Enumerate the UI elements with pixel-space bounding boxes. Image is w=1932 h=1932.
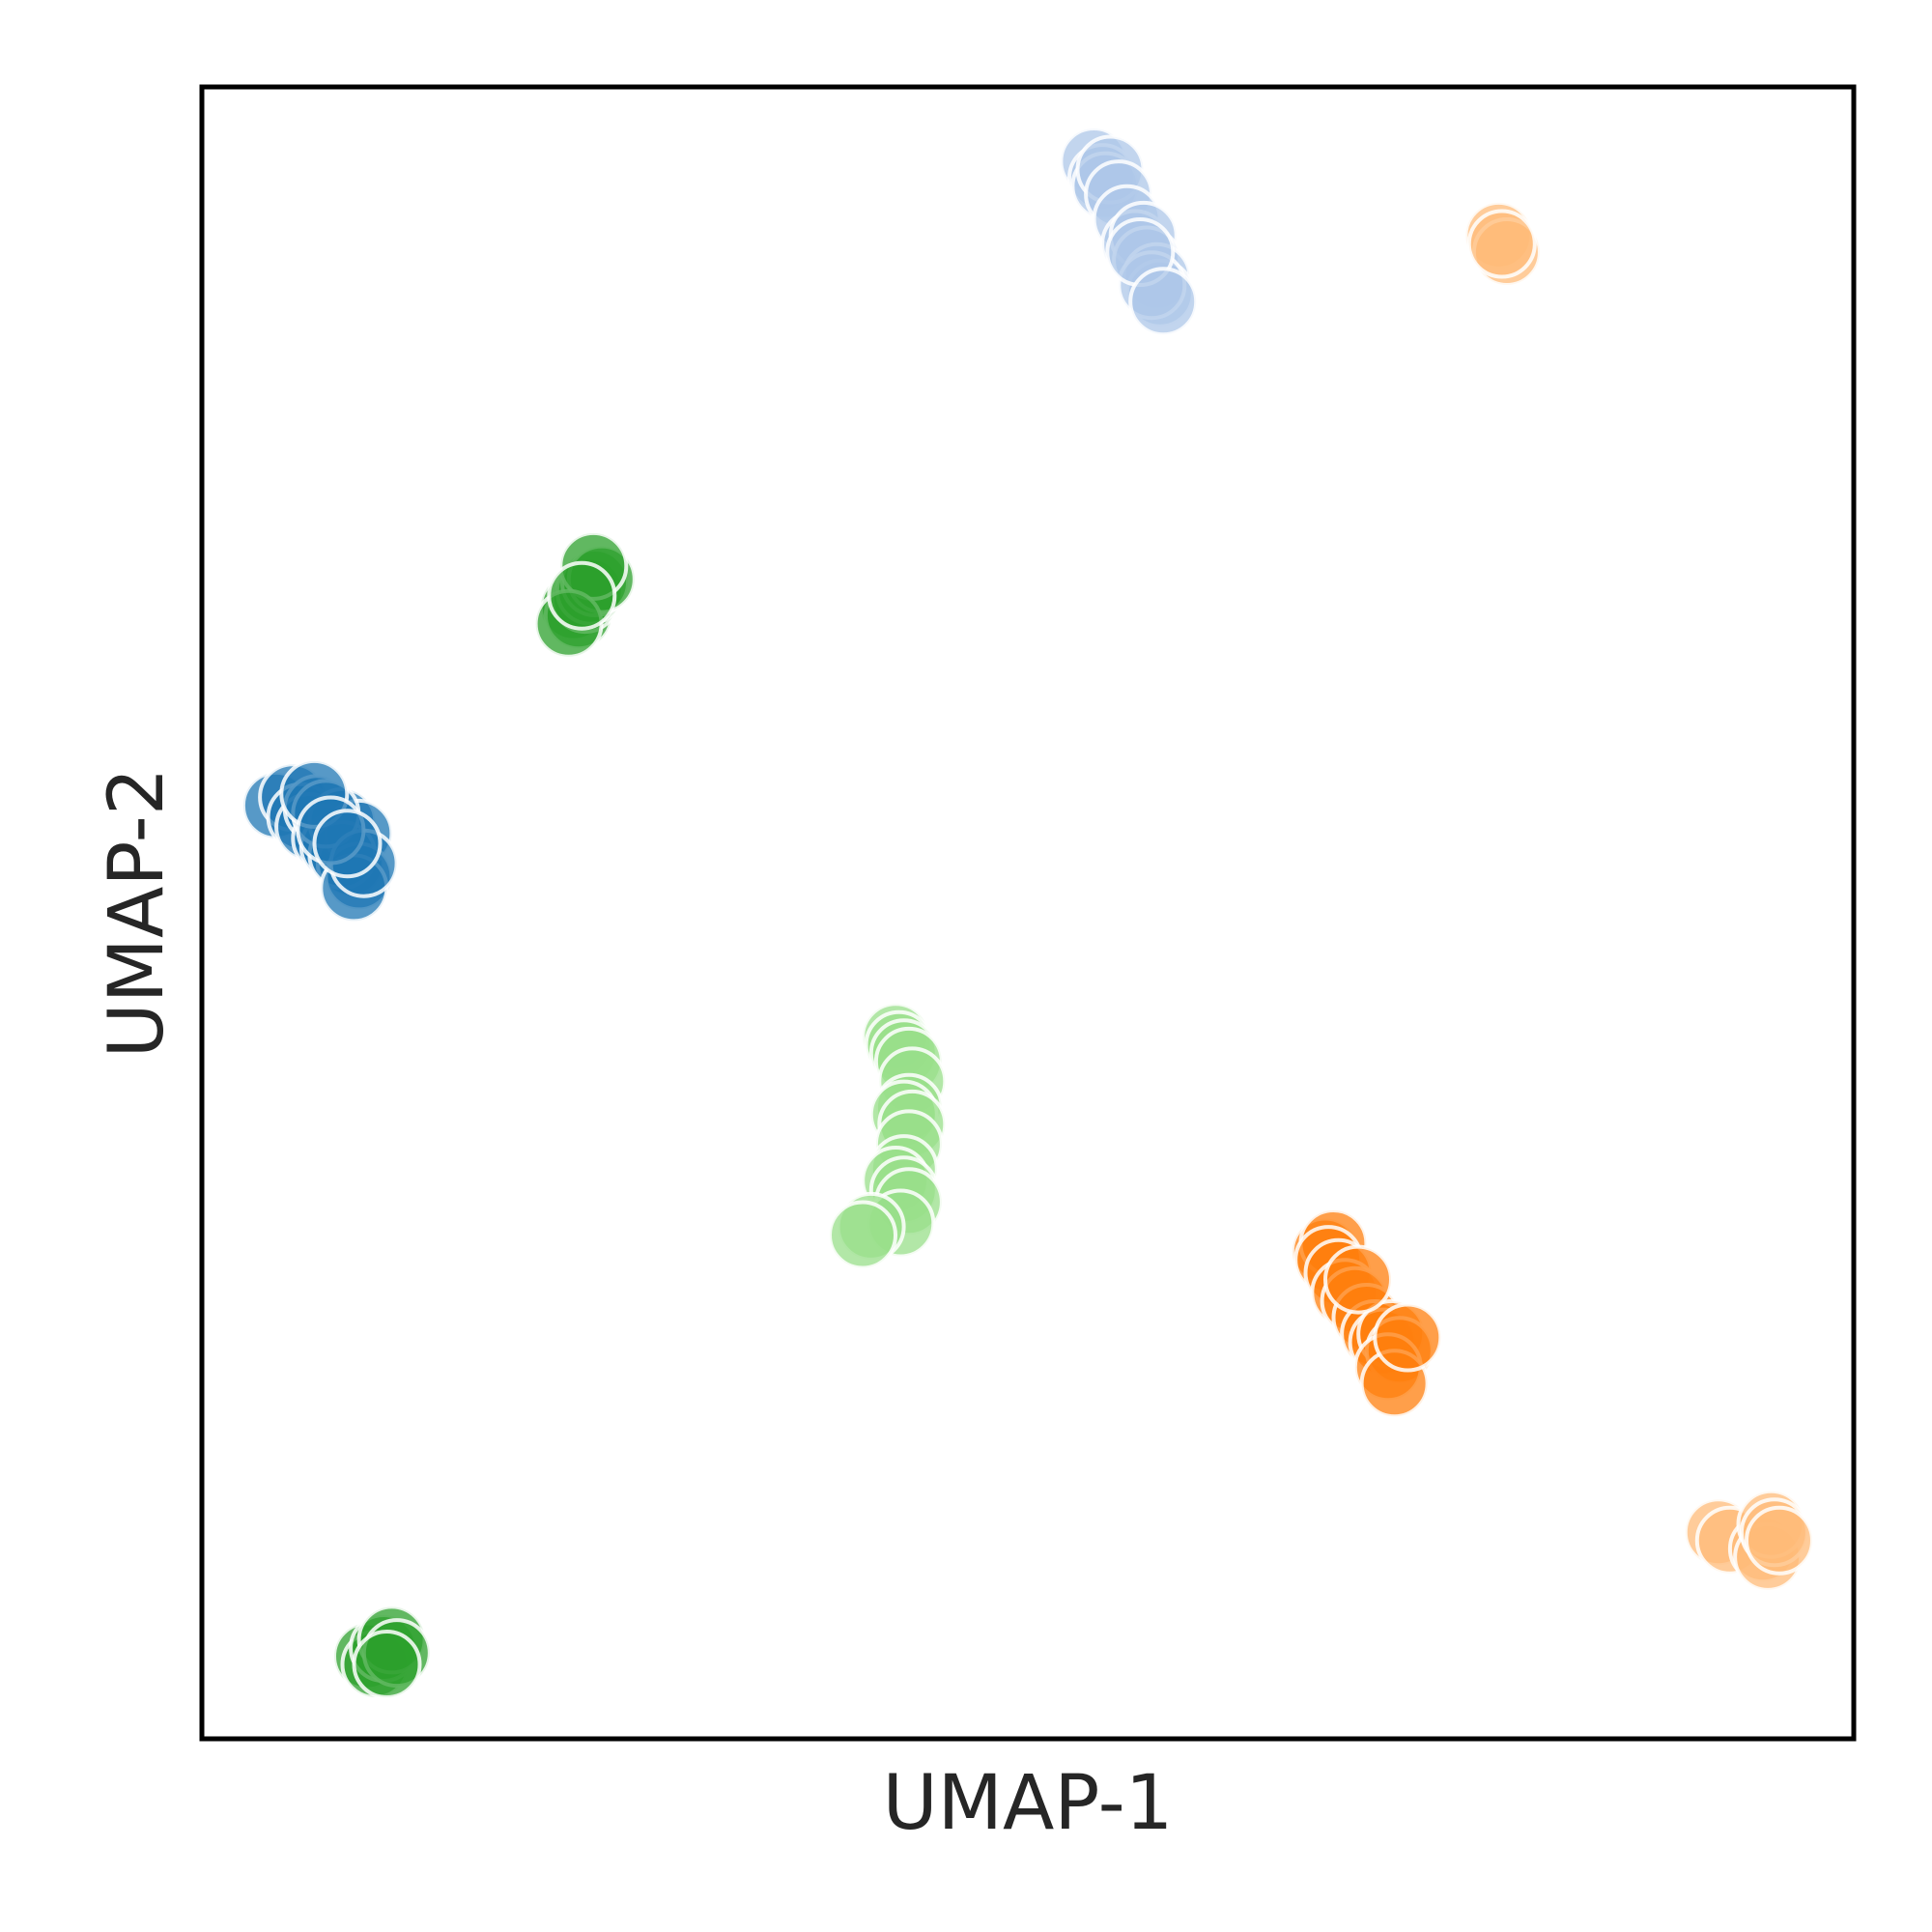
scatter-point (828, 1200, 897, 1270)
scatter-point (1466, 209, 1537, 279)
scatter-point (1323, 1244, 1393, 1315)
y-axis-label: UMAP-2 (94, 768, 181, 1059)
points-layer (241, 127, 1814, 1699)
x-axis-label: UMAP-1 (883, 1760, 1174, 1847)
scatter-point (1745, 1505, 1814, 1576)
plot-frame (199, 84, 1857, 1742)
scatter-point (1128, 267, 1199, 337)
scatter-point (1373, 1302, 1443, 1373)
scatter-point (312, 809, 383, 879)
scatter-point (352, 1630, 422, 1699)
scatter-point (547, 560, 617, 631)
